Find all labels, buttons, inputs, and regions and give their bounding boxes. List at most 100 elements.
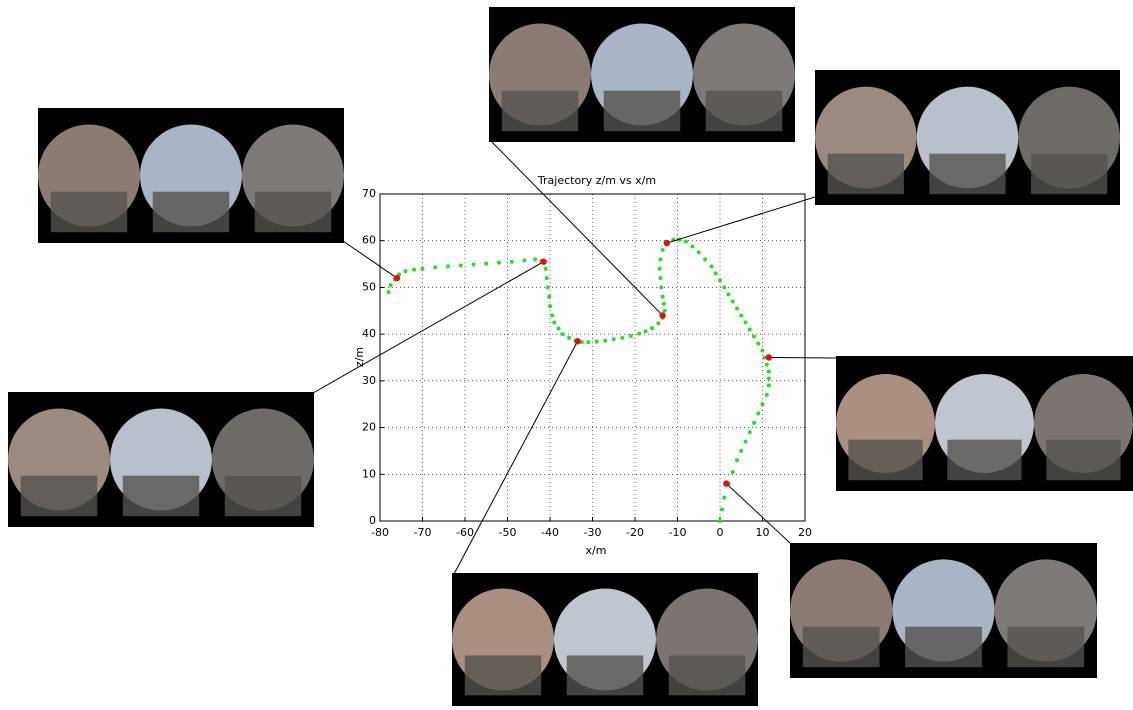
trajectory-point bbox=[637, 331, 642, 336]
panorama-image bbox=[836, 356, 1133, 491]
trajectory-point bbox=[696, 250, 701, 255]
ground bbox=[1046, 439, 1121, 481]
callout-line bbox=[342, 240, 398, 279]
y-tick-label: 30 bbox=[362, 374, 376, 387]
trajectory-point bbox=[743, 439, 748, 444]
x-tick-label: -40 bbox=[541, 526, 559, 539]
trajectory-point bbox=[730, 299, 735, 304]
keyframe-point bbox=[659, 312, 666, 319]
callout-line bbox=[453, 340, 579, 575]
x-tick-label: 0 bbox=[717, 526, 724, 539]
trajectory-point bbox=[747, 327, 752, 332]
trajectory-point bbox=[764, 362, 769, 367]
ground bbox=[827, 153, 904, 195]
x-tick-label: -20 bbox=[626, 526, 644, 539]
trajectory-point bbox=[657, 266, 662, 271]
trajectory-point bbox=[458, 263, 463, 268]
trajectory-point bbox=[662, 308, 667, 313]
trajectory-point bbox=[594, 339, 599, 344]
ground bbox=[152, 191, 230, 233]
x-tick-label: -50 bbox=[499, 526, 517, 539]
x-tick-label: -80 bbox=[371, 526, 389, 539]
trajectory-point bbox=[760, 402, 765, 407]
plot-area bbox=[380, 194, 805, 521]
trajectory-point bbox=[533, 257, 538, 262]
panorama-image bbox=[8, 392, 314, 527]
trajectory-point bbox=[764, 392, 769, 397]
panorama-image bbox=[489, 7, 795, 142]
panorama-image bbox=[452, 573, 758, 706]
trajectory-point bbox=[412, 267, 416, 272]
trajectory-point bbox=[420, 266, 425, 271]
keyframe-point bbox=[540, 258, 547, 265]
trajectory-point bbox=[548, 304, 552, 309]
ground bbox=[20, 475, 98, 517]
ground bbox=[848, 439, 923, 481]
trajectory-point bbox=[388, 283, 393, 288]
trajectory-point bbox=[747, 430, 752, 435]
trajectory-point bbox=[658, 276, 663, 281]
trajectory-point bbox=[656, 321, 661, 326]
y-tick-label: 70 bbox=[362, 187, 376, 200]
callout-line bbox=[666, 196, 816, 244]
trajectory-point bbox=[752, 420, 756, 425]
trajectory-point bbox=[739, 313, 744, 318]
y-tick-label: 10 bbox=[362, 467, 376, 480]
x-axis-label: x/m bbox=[586, 544, 607, 557]
trajectory-point bbox=[756, 411, 761, 416]
trajectory-point bbox=[611, 337, 616, 342]
trajectory-point bbox=[756, 341, 761, 346]
ground bbox=[929, 153, 1006, 195]
trajectory-point bbox=[650, 326, 654, 331]
trajectory-point bbox=[403, 269, 408, 274]
ground bbox=[254, 191, 332, 233]
trajectory-point bbox=[643, 329, 648, 334]
ground bbox=[501, 90, 579, 132]
trajectory-point bbox=[509, 259, 514, 264]
trajectory-point bbox=[386, 290, 391, 295]
y-tick-label: 20 bbox=[362, 421, 376, 434]
trajectory-point bbox=[433, 265, 438, 270]
x-tick-label: 10 bbox=[756, 526, 770, 539]
trajectory-point bbox=[760, 348, 765, 353]
trajectory-point bbox=[579, 340, 584, 345]
ground bbox=[802, 626, 880, 668]
keyframe-point bbox=[765, 354, 773, 361]
trajectory-point bbox=[720, 507, 725, 512]
trajectory-point bbox=[620, 335, 625, 340]
x-tick-label: -10 bbox=[669, 526, 687, 539]
ground bbox=[122, 475, 200, 517]
trajectory-point bbox=[766, 369, 771, 374]
callout-line bbox=[768, 357, 837, 359]
trajectory-point bbox=[739, 448, 744, 453]
trajectory-point bbox=[661, 301, 666, 306]
ground bbox=[566, 655, 644, 696]
trajectory-point bbox=[735, 306, 739, 311]
ground bbox=[224, 475, 302, 517]
trajectory-point bbox=[660, 294, 665, 299]
x-tick-label: 20 bbox=[798, 526, 812, 539]
keyframe-point bbox=[574, 337, 581, 345]
trajectory-point bbox=[735, 458, 739, 463]
trajectory-point bbox=[567, 335, 572, 340]
ground bbox=[464, 655, 542, 696]
panorama-image bbox=[38, 108, 344, 243]
trajectory-point bbox=[718, 278, 722, 283]
trajectory-point bbox=[726, 292, 731, 297]
ground bbox=[603, 90, 681, 132]
trajectory-point bbox=[484, 261, 489, 266]
callout-line bbox=[312, 261, 544, 394]
trajectory-point bbox=[718, 519, 722, 523]
y-tick-label: 40 bbox=[362, 327, 376, 340]
y-tick-label: 50 bbox=[362, 280, 376, 293]
trajectory-point bbox=[659, 285, 664, 290]
trajectory-point bbox=[545, 285, 550, 290]
trajectory-point bbox=[722, 285, 727, 290]
trajectory-point bbox=[713, 271, 718, 276]
trajectory-point bbox=[703, 257, 708, 262]
trajectory-point bbox=[743, 320, 748, 325]
trajectory-point bbox=[560, 332, 565, 337]
trajectory-point bbox=[752, 334, 756, 339]
trajectory-point bbox=[603, 338, 608, 343]
